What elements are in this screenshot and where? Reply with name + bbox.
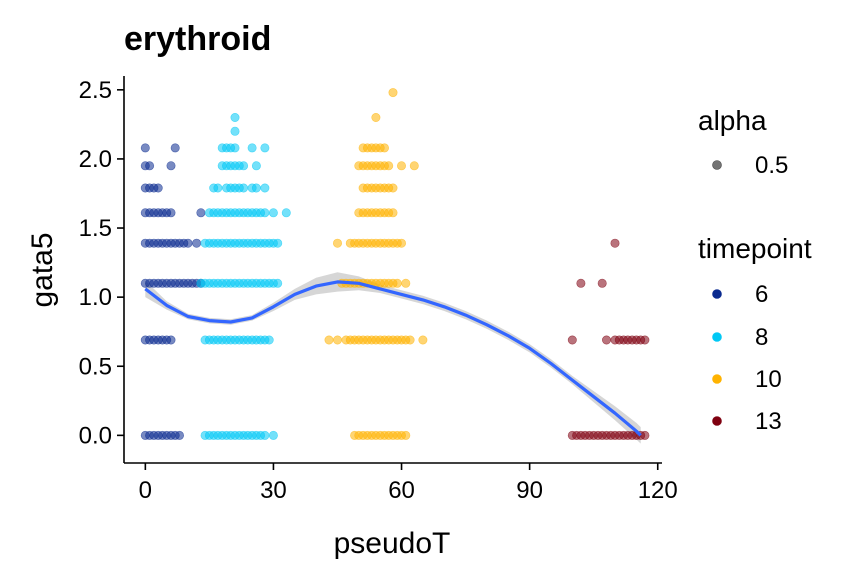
data-point: [192, 238, 202, 248]
legend-label: 10: [755, 366, 782, 393]
data-point: [640, 430, 650, 440]
data-point: [640, 335, 650, 345]
data-point: [175, 430, 185, 440]
legend-label: 8: [755, 324, 768, 351]
legend-key: [712, 289, 722, 299]
data-point: [324, 335, 334, 345]
data-point: [213, 183, 223, 193]
data-point: [601, 335, 611, 345]
data-point: [567, 335, 577, 345]
data-point: [153, 183, 163, 193]
data-point: [396, 238, 406, 248]
data-point: [401, 278, 411, 288]
legend-title: alpha: [698, 105, 767, 136]
legend-title: timepoint: [698, 233, 812, 264]
data-point: [166, 335, 176, 345]
data-point: [230, 126, 240, 136]
x-tick-label: 90: [516, 477, 543, 504]
data-point: [268, 208, 278, 218]
data-point: [239, 183, 249, 193]
y-tick-label: 0.0: [79, 422, 112, 449]
series-6: [140, 143, 206, 440]
legend-key: [712, 416, 722, 426]
data-point: [260, 208, 270, 218]
data-point: [597, 278, 607, 288]
x-tick-label: 120: [638, 477, 678, 504]
x-tick-label: 60: [388, 477, 415, 504]
data-point: [230, 113, 240, 123]
legend-alpha: alpha 0.5: [698, 105, 788, 179]
legend-label: 0.5: [755, 152, 788, 179]
data-point: [388, 208, 398, 218]
y-tick-label: 2.0: [79, 146, 112, 173]
x-tick-label: 0: [139, 477, 152, 504]
data-point: [268, 430, 278, 440]
y-ticks: 0.0 0.5 1.0 1.5 2.0 2.5: [79, 77, 124, 449]
data-point: [396, 161, 406, 171]
y-tick-label: 1.5: [79, 215, 112, 242]
data-point: [251, 183, 261, 193]
data-point: [405, 335, 415, 345]
scatter-points-layer: [140, 88, 650, 440]
x-tick-label: 30: [260, 477, 287, 504]
y-tick-label: 1.0: [79, 284, 112, 311]
legend-label: 13: [755, 408, 782, 435]
x-axis-title: pseudoT: [334, 527, 451, 560]
data-point: [409, 161, 419, 171]
data-point: [264, 335, 274, 345]
confidence-band-layer: [145, 272, 641, 444]
data-point: [260, 430, 270, 440]
legend-key: [712, 332, 722, 342]
legend-key: [712, 374, 722, 384]
data-point: [418, 335, 428, 345]
data-point: [145, 161, 155, 171]
x-ticks: 0 30 60 90 120: [139, 463, 678, 504]
legend-timepoint: timepoint 6 8 10 13: [698, 233, 812, 435]
data-point: [281, 208, 291, 218]
smooth-line-layer: [144, 280, 642, 437]
data-point: [251, 161, 261, 171]
series-13: [567, 238, 650, 440]
data-point: [196, 208, 206, 218]
confidence-band: [145, 272, 641, 444]
data-point: [166, 208, 176, 218]
data-point: [610, 238, 620, 248]
data-point: [140, 143, 150, 153]
data-point: [401, 430, 411, 440]
data-point: [371, 113, 381, 123]
smooth-line: [144, 280, 642, 437]
y-tick-label: 2.5: [79, 77, 112, 104]
legend: alpha 0.5 timepoint 6 8 10 13: [698, 105, 812, 435]
data-point: [273, 238, 283, 248]
data-point: [247, 143, 257, 153]
data-point: [332, 238, 342, 248]
data-point: [332, 335, 342, 345]
data-point: [273, 278, 283, 288]
chart-title: erythroid: [124, 20, 271, 58]
data-point: [183, 238, 193, 248]
y-axis-title: gata5: [26, 232, 59, 307]
data-point: [576, 278, 586, 288]
data-point: [166, 161, 176, 171]
data-point: [388, 183, 398, 193]
legend-key: [712, 160, 722, 170]
series-8: [196, 113, 291, 440]
y-tick-label: 0.5: [79, 353, 112, 380]
data-point: [260, 183, 270, 193]
data-point: [388, 88, 398, 98]
data-point: [230, 143, 240, 153]
data-point: [392, 278, 402, 288]
data-point: [170, 143, 180, 153]
legend-label: 6: [755, 281, 768, 308]
data-point: [239, 161, 249, 171]
data-point: [379, 143, 389, 153]
data-point: [384, 161, 394, 171]
series-10: [324, 88, 428, 440]
data-point: [260, 143, 270, 153]
